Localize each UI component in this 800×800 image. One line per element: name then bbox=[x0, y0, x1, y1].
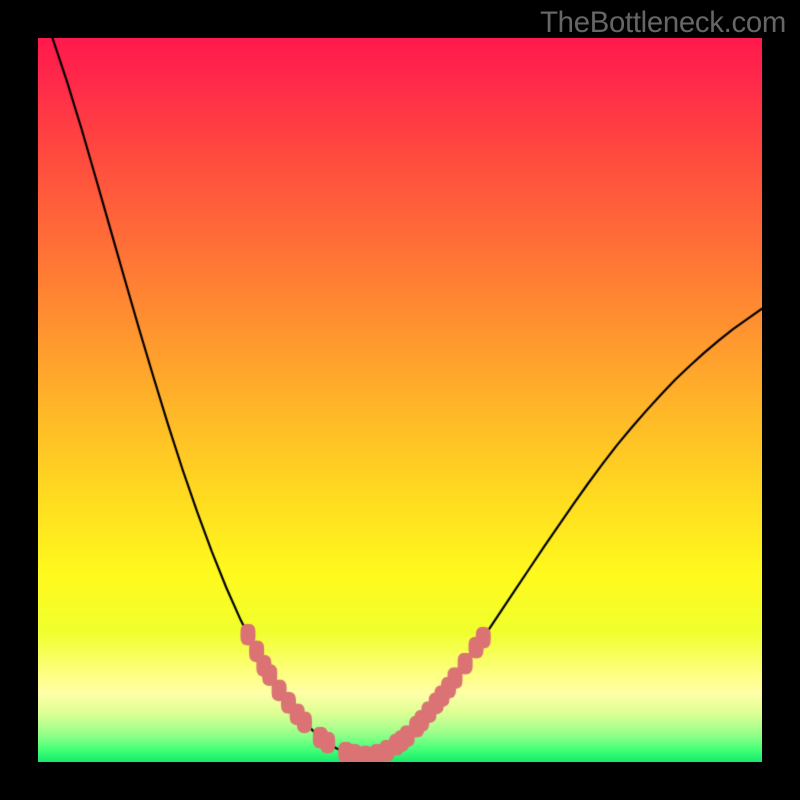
plot-frame bbox=[38, 38, 762, 762]
stage: TheBottleneck.com bbox=[0, 0, 800, 800]
watermark-label: TheBottleneck.com bbox=[540, 6, 786, 40]
plot-canvas bbox=[38, 38, 762, 762]
